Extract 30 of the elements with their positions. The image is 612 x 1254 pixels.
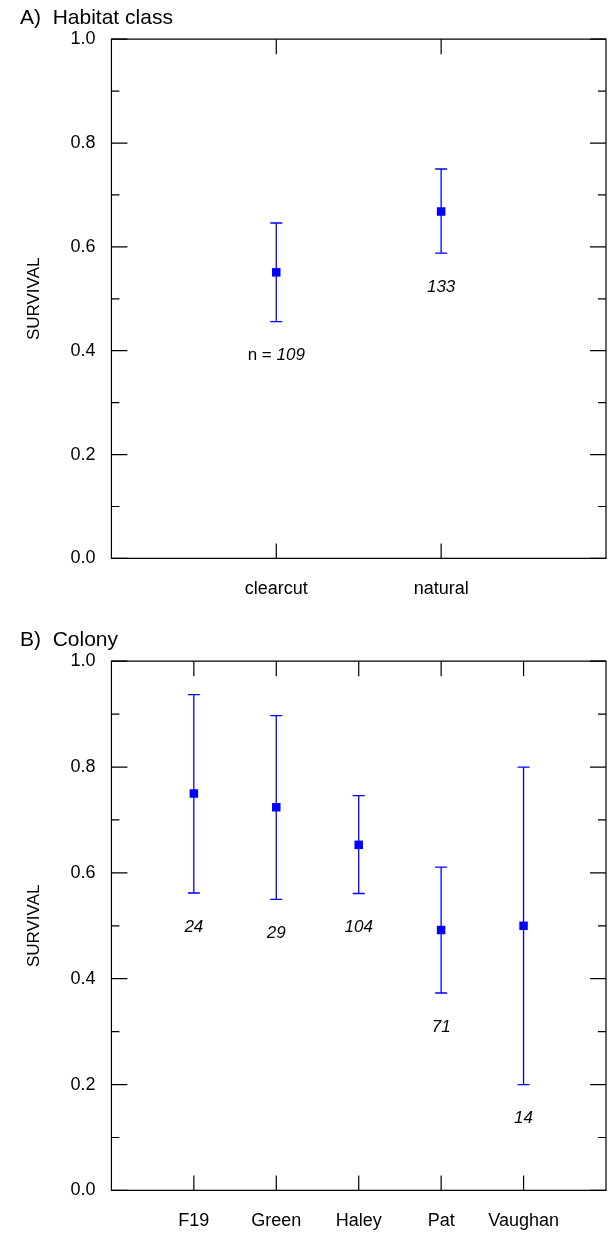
y-tick-label: 0.6 [70, 861, 96, 882]
x-tick-label: Haley [335, 1210, 382, 1231]
y-tick-label: 0.8 [70, 132, 96, 153]
y-tick-label: 0.0 [70, 547, 96, 568]
y-axis-title: SURVIVAL [23, 884, 43, 968]
y-tick-label: 0.0 [70, 1179, 96, 1200]
chart-title: A) Habitat class [20, 5, 173, 29]
y-tick-label: 0.2 [70, 1073, 96, 1094]
annotation: 29 [265, 923, 287, 943]
y-tick-label: 0.8 [70, 756, 96, 777]
annotation: n = 109 [247, 345, 306, 365]
x-tick-label: natural [413, 578, 469, 599]
annotation: 24 [183, 916, 204, 936]
x-tick-label: Pat [427, 1210, 455, 1231]
y-tick-label: 0.4 [70, 339, 96, 360]
annotation: 104 [344, 917, 373, 937]
chart-title: B) Colony [20, 627, 119, 651]
y-tick-label: 1.0 [70, 650, 96, 671]
x-tick-label: clearcut [244, 578, 308, 599]
y-tick-label: 1.0 [70, 28, 96, 49]
annotation: 133 [426, 276, 456, 296]
x-tick-label: Vaughan [488, 1210, 559, 1231]
annotation: 71 [431, 1016, 451, 1036]
y-tick-label: 0.4 [70, 967, 96, 988]
annotation: 14 [514, 1108, 534, 1128]
y-tick-label: 0.2 [70, 443, 96, 464]
x-tick-label: Green [251, 1210, 302, 1231]
x-tick-label: F19 [178, 1210, 210, 1231]
y-tick-label: 0.6 [70, 235, 96, 256]
y-axis-title: SURVIVAL [23, 257, 43, 341]
